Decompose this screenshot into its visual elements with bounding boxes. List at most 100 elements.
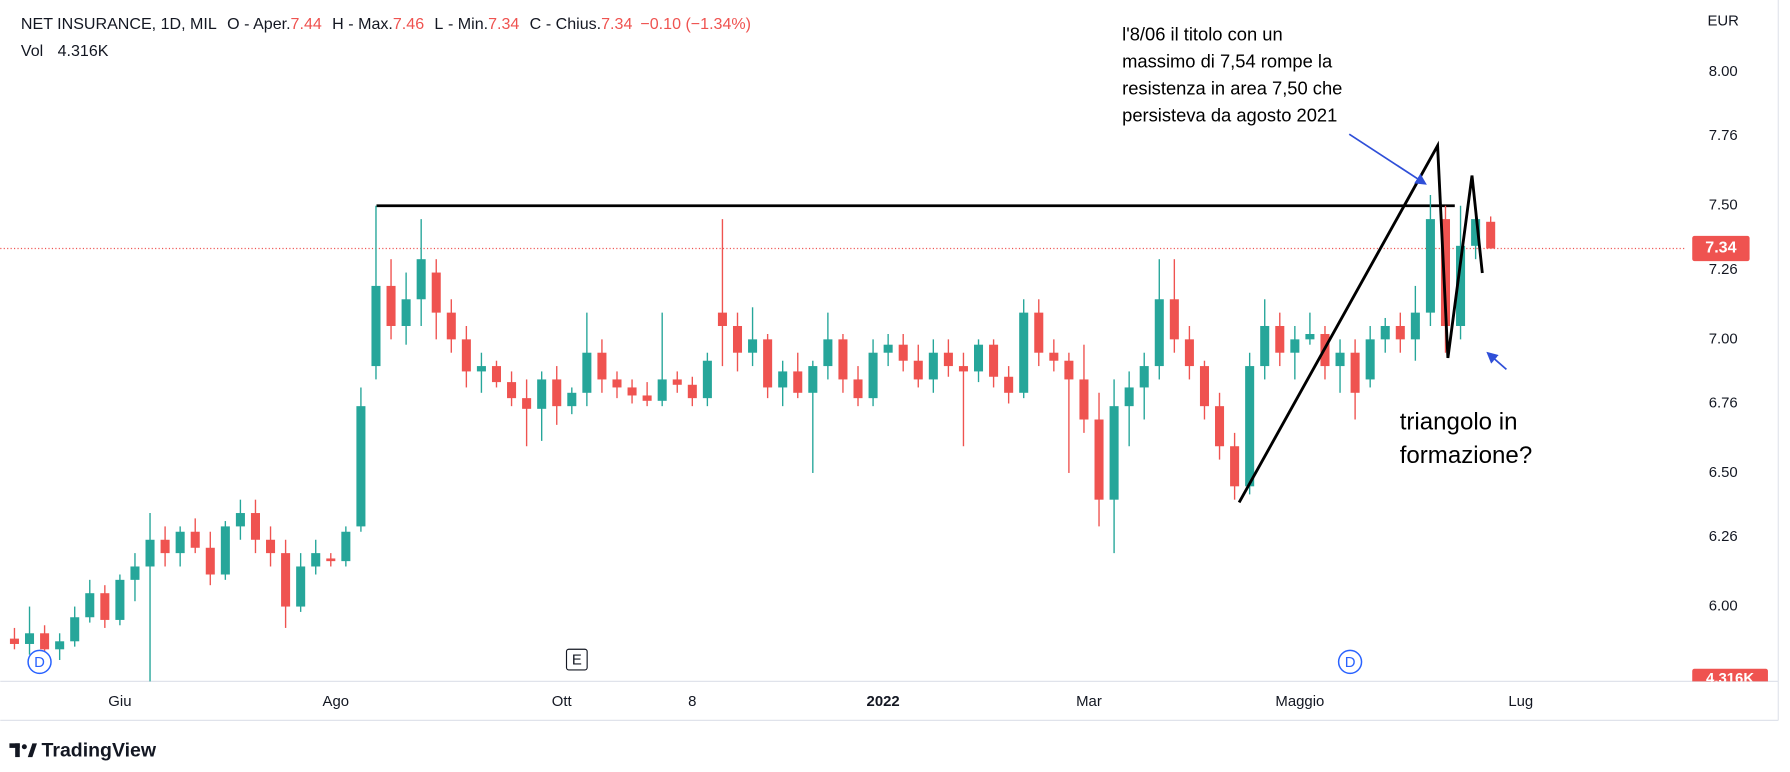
candle-body xyxy=(491,366,502,383)
event-marker: D xyxy=(27,649,52,675)
candle-body xyxy=(1471,219,1481,246)
candle-body xyxy=(838,339,848,380)
candle-body xyxy=(356,406,366,527)
candle-body xyxy=(898,344,908,361)
candle-body xyxy=(973,344,984,372)
candle-body xyxy=(507,382,517,399)
candle-body xyxy=(748,339,758,353)
legend-header: NET INSURANCE, 1D, MIL O - Aper.7.44 H - Max… xyxy=(21,15,751,33)
annotation-text: massimo di 7,54 rompe la xyxy=(1122,50,1333,71)
candle-body xyxy=(205,547,215,575)
candle-body xyxy=(672,379,682,385)
candle-body xyxy=(446,312,456,340)
candle-body xyxy=(1380,325,1390,340)
candle-body xyxy=(461,339,471,372)
candle-body xyxy=(883,344,893,353)
event-badge xyxy=(565,648,588,671)
x-tick-label: 2022 xyxy=(867,694,900,710)
candle-body xyxy=(85,593,95,618)
candle-body xyxy=(1440,219,1451,326)
candle-body xyxy=(1109,406,1119,500)
field-label: - Min. xyxy=(448,15,488,33)
candle-body xyxy=(220,526,230,575)
candle-body xyxy=(250,513,260,540)
overlay-layer: TradingView NET INSURANCE, 1D, MIL O - Ape… xyxy=(9,14,1768,762)
drawings-layer xyxy=(0,204,1687,250)
arrow xyxy=(1348,133,1427,185)
field-label: - Aper. xyxy=(244,15,290,33)
y-tick-label: 6.00 xyxy=(1709,598,1738,614)
candles-layer xyxy=(9,195,1496,682)
candle-body xyxy=(1275,325,1285,353)
candle-body xyxy=(868,352,878,399)
candle-body xyxy=(687,384,697,399)
y-tick-label: 8.00 xyxy=(1709,64,1738,80)
candle-body xyxy=(100,593,110,620)
field-key: H xyxy=(332,15,344,33)
annotation-text: triangolo in xyxy=(1400,409,1518,436)
y-tick-label: 6.26 xyxy=(1709,529,1738,545)
candle-body xyxy=(401,299,411,326)
candle-body xyxy=(386,285,396,326)
y-tick-label: 6.76 xyxy=(1709,395,1738,411)
candle-body xyxy=(1064,360,1074,380)
candle-body xyxy=(1260,325,1270,367)
field-key: L xyxy=(434,15,443,33)
candle-body xyxy=(1004,376,1014,393)
candle-body xyxy=(1395,325,1405,340)
candle-body xyxy=(732,325,743,353)
candle-body xyxy=(1184,339,1194,367)
candle-body xyxy=(537,379,547,409)
x-tick-label: Maggio xyxy=(1275,694,1324,710)
candle-body xyxy=(989,344,999,377)
candle-body xyxy=(1245,366,1255,487)
candle-body xyxy=(1169,299,1179,340)
event-badge xyxy=(1337,649,1363,675)
x-tick-label: Ago xyxy=(323,694,350,710)
event-badge xyxy=(27,649,52,675)
candle-body xyxy=(1215,406,1225,447)
candle-body xyxy=(582,352,592,393)
event-marker: E xyxy=(565,648,588,671)
candle-body xyxy=(522,398,532,409)
candle-body xyxy=(70,617,80,642)
x-tick-label: 8 xyxy=(688,694,696,710)
field-value: 7.44 xyxy=(291,15,322,33)
volume-tag-label: 4.316K xyxy=(1706,671,1754,687)
x-tick-label: Mar xyxy=(1076,694,1102,710)
candle-body xyxy=(823,339,833,367)
y-tick-label: 7.50 xyxy=(1709,198,1738,214)
candle-body xyxy=(1154,299,1164,367)
candle-body xyxy=(190,531,200,548)
x-tick-label: Giu xyxy=(108,694,131,710)
candle-body xyxy=(476,366,486,372)
field-value: 7.34 xyxy=(488,15,519,33)
candle-body xyxy=(1290,339,1300,353)
candle-body xyxy=(717,312,727,326)
candle-body xyxy=(1049,352,1059,361)
field-value: 7.34 xyxy=(601,15,632,33)
candle-body xyxy=(763,339,773,388)
candle-body xyxy=(130,566,140,580)
candle-body xyxy=(1019,312,1029,393)
symbol: NET INSURANCE, 1D, MIL xyxy=(21,15,217,33)
volume-value: 4.316K xyxy=(58,42,109,60)
change: −0.10 (−1.34%) xyxy=(640,15,751,33)
volume-tag-box xyxy=(1692,668,1768,682)
candle-body xyxy=(281,553,291,607)
candle-body xyxy=(40,633,50,650)
y-tick-label: 7.26 xyxy=(1709,262,1738,278)
field-key: C xyxy=(530,15,542,33)
candle-body xyxy=(853,379,863,399)
candle-body xyxy=(431,272,441,313)
volume-tag: 4.316K xyxy=(1692,668,1768,687)
candle-body xyxy=(371,285,381,367)
candle-body xyxy=(627,387,637,396)
brand-name: TradingView xyxy=(42,740,157,762)
field-label: - Chius. xyxy=(546,15,601,33)
candle-body xyxy=(1365,339,1375,380)
event-label: E xyxy=(572,653,582,669)
annotation-text: l'8/06 il titolo con un xyxy=(1122,23,1283,44)
